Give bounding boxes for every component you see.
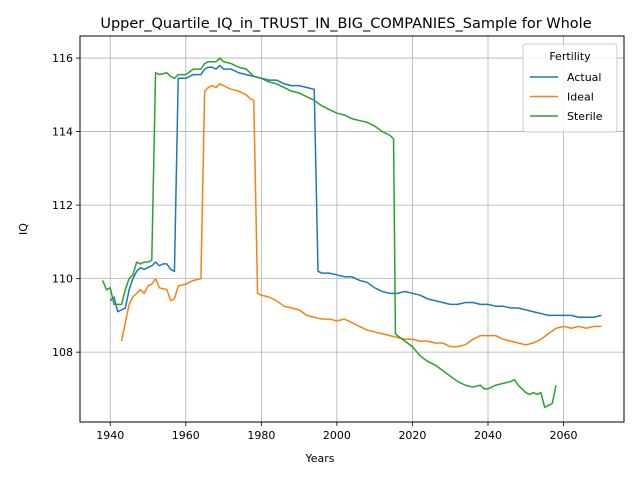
y-tick-label: 108 [52, 346, 73, 359]
legend-label-sterile: Sterile [567, 110, 603, 123]
x-tick-label: 2000 [323, 429, 351, 442]
y-tick-label: 116 [52, 52, 73, 65]
x-tick-label: 2060 [550, 429, 578, 442]
legend-title: Fertility [549, 50, 591, 63]
y-tick-label: 110 [52, 273, 73, 286]
y-axis-ticks: 108 110 112 114 116 [52, 52, 80, 359]
x-tick-label: 2040 [474, 429, 502, 442]
x-tick-label: 2020 [398, 429, 426, 442]
series-line-sterile [101, 57, 557, 409]
legend: Fertility Actual Ideal Sterile [522, 43, 618, 133]
plot-frame [79, 35, 625, 423]
x-tick-label: 1960 [172, 429, 200, 442]
chart-title: Upper_Quartile_IQ_in_TRUST_IN_BIG_COMPAN… [100, 16, 591, 32]
legend-items: Actual Ideal Sterile [530, 71, 603, 123]
legend-label-actual: Actual [567, 71, 601, 84]
x-axis-label: Years [304, 452, 334, 465]
series-line-ideal [120, 83, 602, 348]
x-tick-label: 1980 [247, 429, 275, 442]
legend-label-ideal: Ideal [567, 91, 594, 104]
y-tick-label: 112 [52, 199, 73, 212]
series-lines [101, 57, 602, 409]
x-axis-ticks: 1940 1960 1980 2000 2020 2040 2060 [96, 422, 578, 442]
x-tick-label: 1940 [96, 429, 124, 442]
legend-box [522, 43, 618, 133]
grid-lines [80, 36, 624, 422]
y-axis-label: IQ [17, 223, 30, 235]
series-line-actual [109, 64, 602, 318]
y-tick-label: 114 [52, 126, 73, 139]
